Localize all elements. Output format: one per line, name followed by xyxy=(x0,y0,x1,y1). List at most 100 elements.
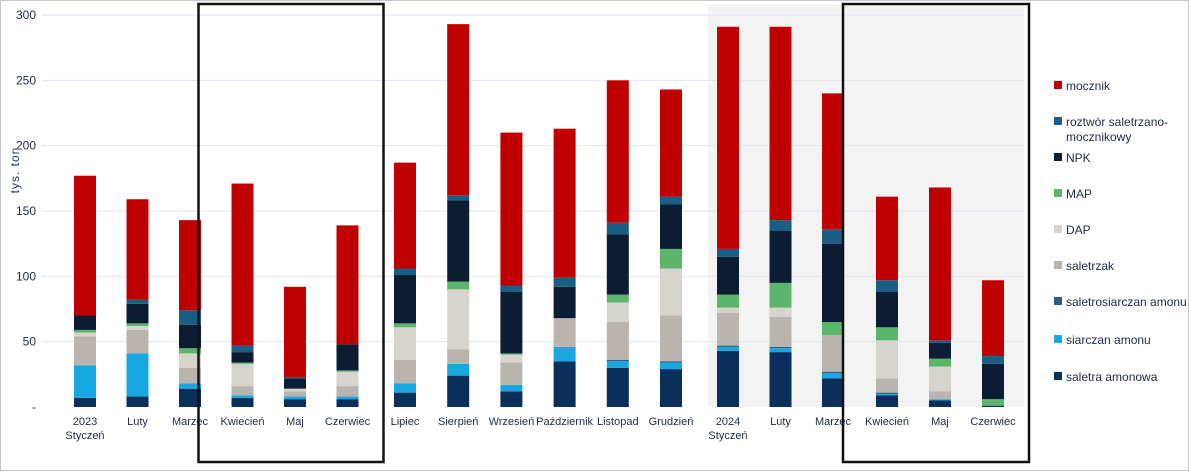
legend-swatch xyxy=(1054,297,1062,305)
bar-segment xyxy=(982,399,1004,406)
bar-segment xyxy=(606,367,629,407)
bar-segment xyxy=(876,196,898,281)
legend-swatch xyxy=(1054,261,1062,269)
bar-segment xyxy=(660,204,682,249)
bar-segment xyxy=(822,378,844,407)
legend-swatch xyxy=(1054,117,1062,125)
y-tick-label: 200 xyxy=(16,139,36,153)
bar-segment xyxy=(769,26,792,221)
category-label: Czerwiec xyxy=(970,416,1016,428)
bar-segment xyxy=(336,399,359,407)
bar-segment xyxy=(74,175,96,316)
legend-label: mocznikowy xyxy=(1066,130,1131,144)
bar-segment xyxy=(876,280,898,293)
bar-segment xyxy=(822,335,844,372)
bar-segment xyxy=(660,89,682,197)
bar-segment xyxy=(876,378,898,393)
legend-label: MAP xyxy=(1066,187,1092,201)
bar-segment xyxy=(231,397,254,407)
bar-segment xyxy=(717,26,739,249)
bar-segment xyxy=(447,24,470,196)
bar-segment xyxy=(500,292,523,354)
legend-label: saletrosiarczan amonu xyxy=(1066,295,1187,309)
bar-segment xyxy=(284,396,306,400)
bar-segment xyxy=(447,281,470,290)
category-label: Grudzień xyxy=(649,416,694,428)
bar-segment xyxy=(982,356,1004,364)
category-label: Kwiecień xyxy=(865,416,909,428)
bar-segment xyxy=(231,362,254,364)
bar-segment xyxy=(822,322,844,336)
category-label: Maj xyxy=(931,416,949,428)
bar-segment xyxy=(982,280,1004,357)
bar-segment xyxy=(74,332,96,337)
bar-segment xyxy=(769,348,792,353)
bar-segment xyxy=(982,363,1004,400)
bar-segment xyxy=(717,346,739,351)
bar-segment xyxy=(717,345,739,347)
bar-segment xyxy=(336,344,359,371)
category-label: Styczeń xyxy=(708,430,747,442)
bar-segment xyxy=(74,336,96,366)
legend-swatch xyxy=(1054,189,1062,197)
bar-segment xyxy=(126,199,149,300)
bar-segment xyxy=(553,361,576,407)
bar-segment xyxy=(447,375,470,407)
bar-segment xyxy=(394,268,416,276)
bar-segment xyxy=(606,234,629,295)
bar-segment xyxy=(769,352,792,407)
bar-segment xyxy=(606,322,629,360)
legend-label: NPK xyxy=(1066,151,1091,165)
bar-segment xyxy=(553,286,576,319)
category-label: Lipiec xyxy=(391,416,420,428)
bar-segment xyxy=(929,187,951,341)
bar-segment xyxy=(126,325,149,330)
bar-segment xyxy=(660,248,682,269)
bar-segment xyxy=(394,392,416,407)
bar-segment xyxy=(284,391,306,397)
bar-segment xyxy=(500,285,523,293)
bar-segment xyxy=(284,378,306,389)
bar-segment xyxy=(447,289,470,350)
bar-segment xyxy=(394,323,416,328)
category-label: 2023 xyxy=(73,416,97,428)
bar-segment xyxy=(74,365,96,398)
bar-segment xyxy=(769,346,792,349)
bar-segment xyxy=(336,396,359,400)
bar-segment xyxy=(606,302,629,323)
category-label: Wrzesień xyxy=(489,416,535,428)
category-label: Listopad xyxy=(597,416,639,428)
bar-segment xyxy=(606,222,629,235)
bar-segment xyxy=(179,324,201,349)
bar-segment xyxy=(553,128,576,278)
bar-segment xyxy=(126,323,149,326)
category-label: Kwiecień xyxy=(220,416,264,428)
shaded-background-2024 xyxy=(708,5,1024,407)
bar-segment xyxy=(179,348,201,354)
bar-segment xyxy=(717,294,739,308)
bar-segment xyxy=(179,220,201,311)
legend-swatch xyxy=(1054,335,1062,343)
bar-segment xyxy=(929,391,951,400)
legend-label: saletrzak xyxy=(1066,259,1115,273)
bar-segment xyxy=(606,294,629,303)
category-label: Czerwiec xyxy=(325,416,371,428)
bar-segment xyxy=(929,366,951,392)
bar-segment xyxy=(822,93,844,230)
bar-segment xyxy=(606,361,629,368)
bar-segment xyxy=(822,373,844,379)
bar-segment xyxy=(876,292,898,328)
bar-segment xyxy=(769,316,792,347)
bar-segment xyxy=(717,312,739,346)
bar-segment xyxy=(126,299,149,304)
category-label: Luty xyxy=(127,416,148,428)
bar-segment xyxy=(606,80,629,223)
bar-segment xyxy=(500,354,523,363)
bar-segment xyxy=(284,399,306,407)
bar-segment xyxy=(660,361,682,363)
bar-segment xyxy=(660,315,682,362)
bar-segment xyxy=(982,405,1004,407)
bar-segment xyxy=(769,282,792,308)
